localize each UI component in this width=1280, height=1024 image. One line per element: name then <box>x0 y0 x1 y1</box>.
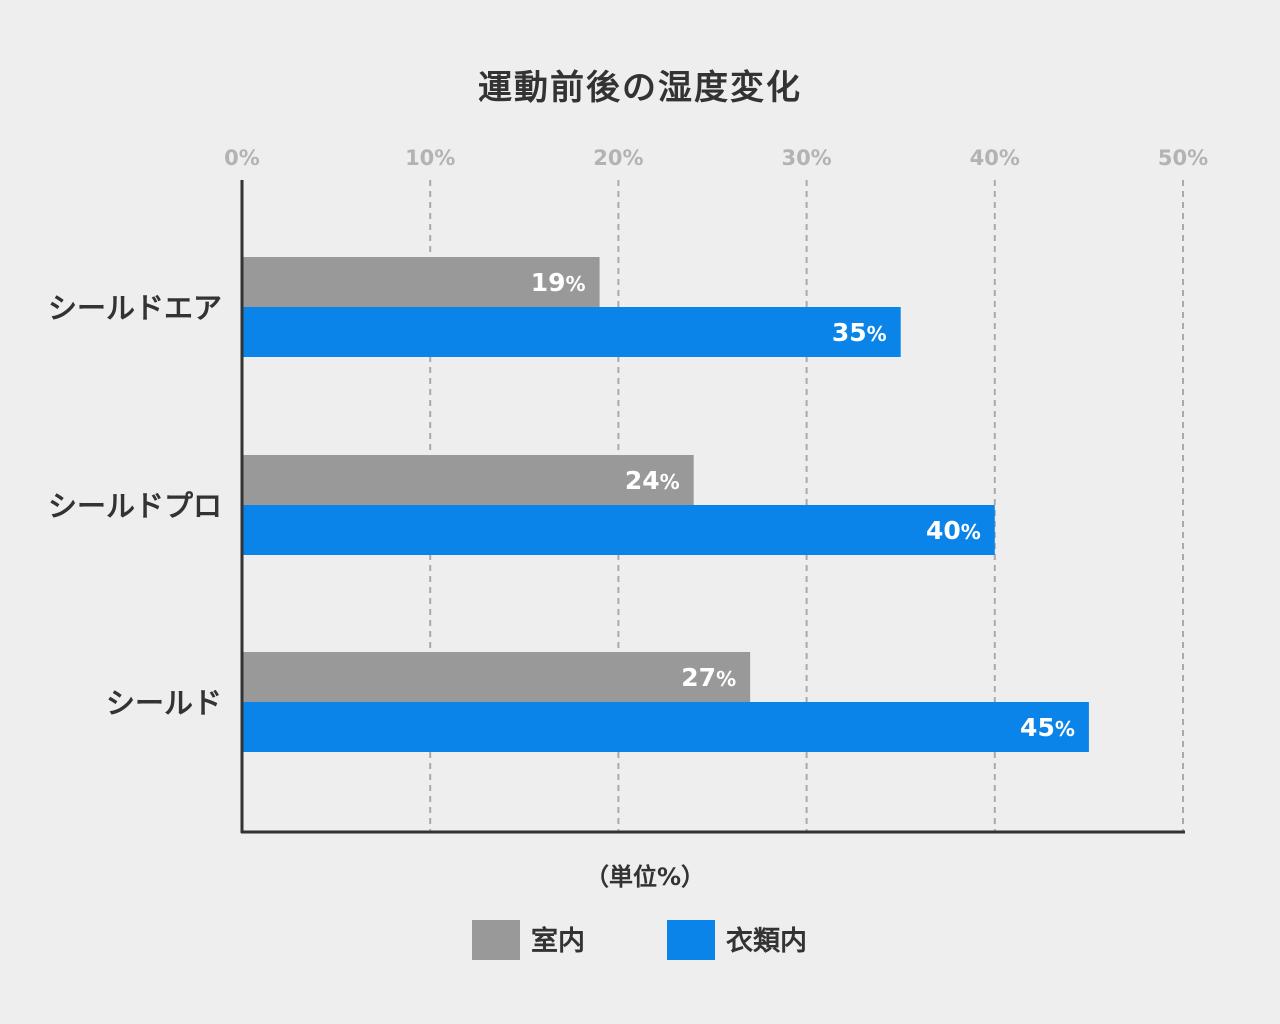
x-tick-labels: 0% 10% 20% 30% 40% 50% <box>224 146 1208 170</box>
data-label: 19% <box>531 268 586 297</box>
data-label: 40% <box>926 516 981 545</box>
data-label: 35% <box>832 318 887 347</box>
data-label: 45% <box>1020 713 1075 742</box>
bar-indoor-1 <box>242 455 694 505</box>
x-tick-label: 10% <box>405 146 455 170</box>
bar-indoor-2 <box>242 652 751 702</box>
unit-note: （単位%） <box>585 863 705 891</box>
x-tick-label: 0% <box>224 146 260 170</box>
legend: 室内 衣類内 <box>472 920 807 960</box>
category-label: シールドエア <box>48 291 222 325</box>
legend-label: 室内 <box>531 925 585 957</box>
bar-clothing-2 <box>242 702 1089 752</box>
category-label: シールドプロ <box>48 489 222 523</box>
x-tick-label: 30% <box>781 146 831 170</box>
x-tick-label: 50% <box>1158 146 1208 170</box>
category-label: シールド <box>106 686 222 720</box>
data-label: 27% <box>681 663 736 692</box>
data-labels: 19% 35% 24% 40% 27% 45% <box>531 268 1075 742</box>
bar-clothing-0 <box>242 307 901 357</box>
chart-title: 運動前後の湿度変化 <box>478 68 802 108</box>
x-tick-label: 20% <box>593 146 643 170</box>
legend-swatch <box>472 920 520 960</box>
legend-swatch <box>667 920 715 960</box>
bar-clothing-1 <box>242 505 995 555</box>
legend-label: 衣類内 <box>726 925 807 957</box>
x-tick-label: 40% <box>970 146 1020 170</box>
bars <box>242 257 1089 752</box>
data-label: 24% <box>625 466 680 495</box>
bar-indoor-0 <box>242 257 600 307</box>
